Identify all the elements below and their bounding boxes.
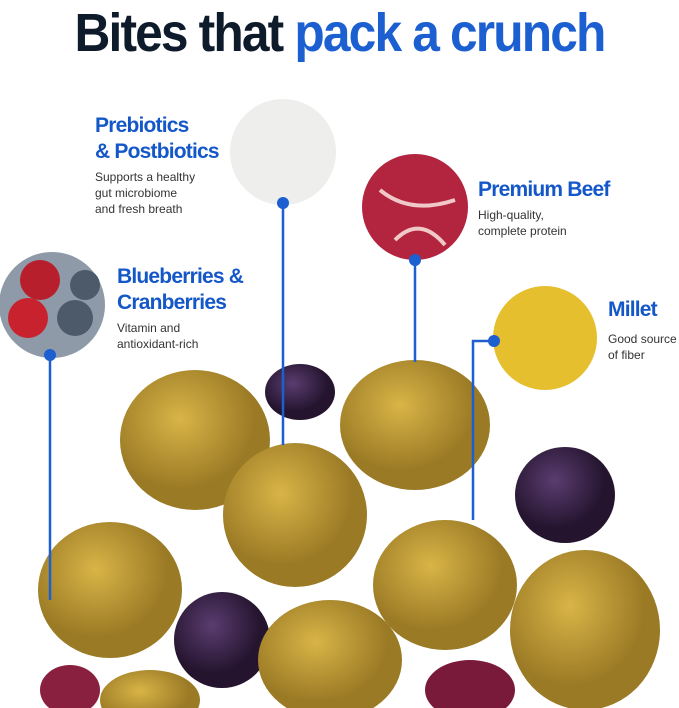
label-millet: Millet Good source of fiber: [608, 298, 677, 362]
connector-lines: [48, 203, 493, 600]
label-berries: Blueberries & Cranberries Vitamin and ant…: [117, 265, 244, 351]
label-premium-beef: Premium Beef High-quality, complete prote…: [478, 178, 610, 238]
powder-image: [230, 99, 336, 205]
millet-image: [493, 286, 597, 390]
label-prebiotics: Prebiotics & Postbiotics Supports a heal…: [95, 114, 220, 216]
treats: [38, 360, 660, 708]
page-title: Bites that pack a crunch: [74, 3, 606, 63]
